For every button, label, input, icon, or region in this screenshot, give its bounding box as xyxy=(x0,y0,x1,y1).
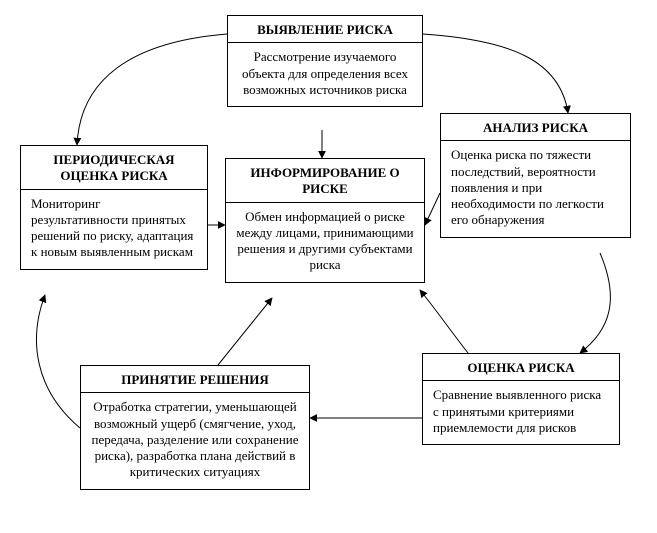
node-desc: Мониторинг результативности принятых реш… xyxy=(21,190,207,269)
node-periodic-evaluation: ПЕРИОДИЧЕСКАЯ ОЦЕНКА РИСКА Мониторинг ре… xyxy=(20,145,208,270)
node-inform-risk: ИНФОРМИРОВАНИЕ О РИСКЕ Обмен информацией… xyxy=(225,158,425,283)
node-title: ПРИНЯТИЕ РЕШЕНИЯ xyxy=(81,366,309,390)
node-title: ИНФОРМИРОВАНИЕ О РИСКЕ xyxy=(226,159,424,200)
edge-decision-to-periodic xyxy=(37,295,80,428)
node-title: ПЕРИОДИЧЕСКАЯ ОЦЕНКА РИСКА xyxy=(21,146,207,187)
node-title: ВЫЯВЛЕНИЕ РИСКА xyxy=(228,16,422,40)
edge-identify-to-analysis xyxy=(423,34,568,113)
node-title: ОЦЕНКА РИСКА xyxy=(423,354,619,378)
node-decision: ПРИНЯТИЕ РЕШЕНИЯ Отработка стратегии, ум… xyxy=(80,365,310,490)
edge-analysis-to-inform xyxy=(425,193,440,225)
edge-evaluate-to-inform xyxy=(420,290,468,353)
edge-identify-to-periodic xyxy=(77,34,227,145)
node-evaluate-risk: ОЦЕНКА РИСКА Сравнение выявленного риска… xyxy=(422,353,620,445)
node-identify-risk: ВЫЯВЛЕНИЕ РИСКА Рассмотрение изучаемого … xyxy=(227,15,423,107)
edge-analysis-to-evaluate xyxy=(580,253,610,353)
node-desc: Обмен информацией о риске между лицами, … xyxy=(226,203,424,282)
node-desc: Сравнение выявленного риска с принятыми … xyxy=(423,381,619,444)
node-desc: Оценка риска по тяжести последствий, вер… xyxy=(441,141,630,236)
node-desc: Отработка стратегии, уменьшающей возможн… xyxy=(81,393,309,488)
node-analysis-risk: АНАЛИЗ РИСКА Оценка риска по тяжести пос… xyxy=(440,113,631,238)
node-desc: Рассмотрение изучаемого объекта для опре… xyxy=(228,43,422,106)
node-title: АНАЛИЗ РИСКА xyxy=(441,114,630,138)
edge-decision-to-inform xyxy=(218,298,272,365)
